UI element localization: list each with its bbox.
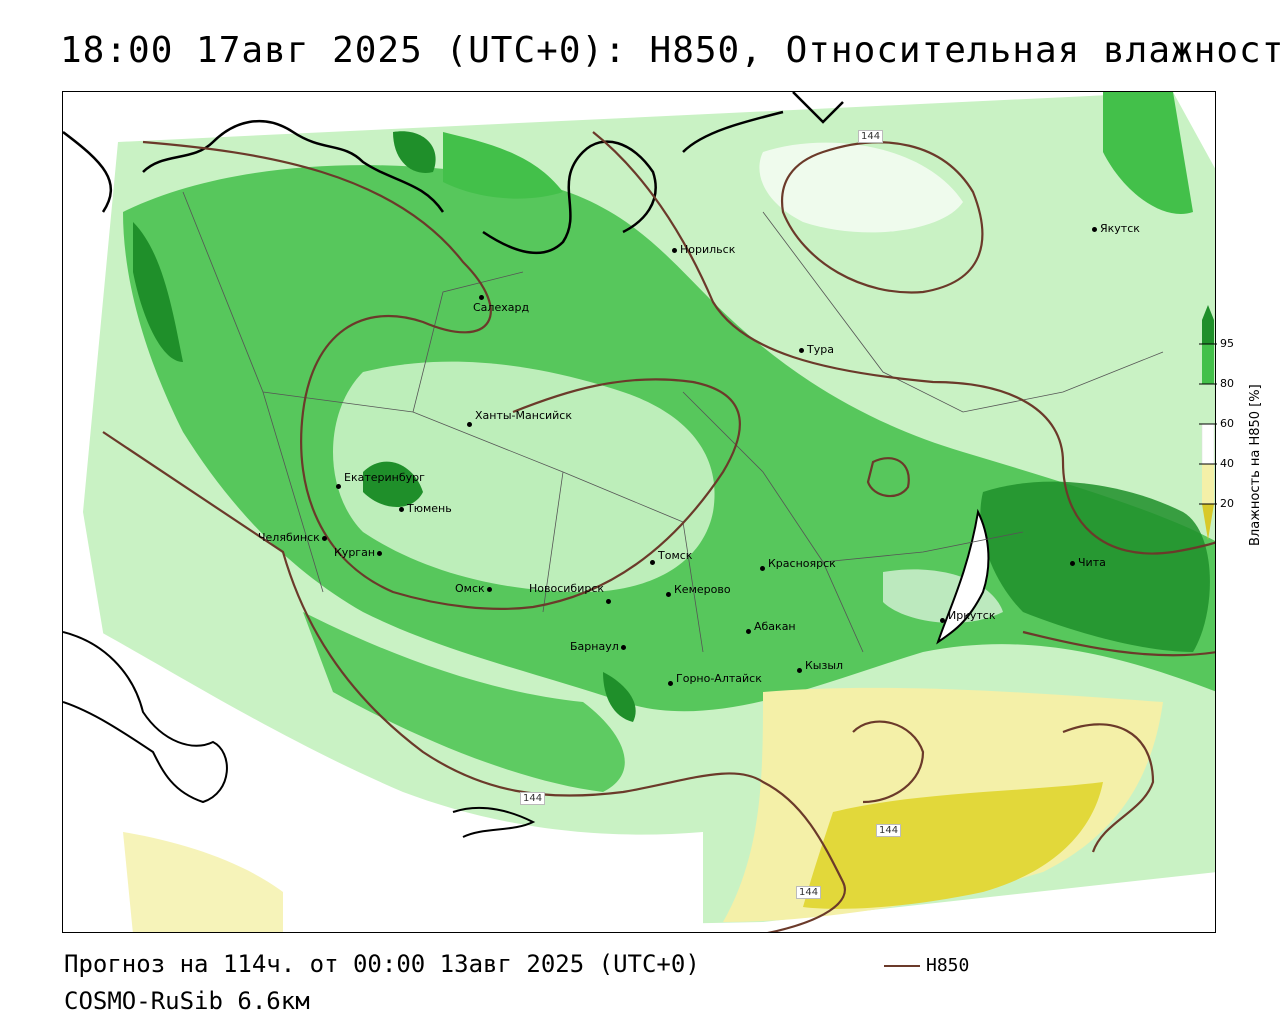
city-label: Абакан xyxy=(746,621,796,636)
humidity-low-band xyxy=(803,782,1103,909)
contour-legend-label: H850 xyxy=(926,955,970,976)
city-label: Норильск xyxy=(672,244,735,255)
h850-contours xyxy=(102,131,1215,932)
city-label: Ханты-Мансийск xyxy=(467,410,572,429)
contour-label: 144 xyxy=(796,886,822,899)
contour-legend-swatch xyxy=(884,964,920,967)
colorbar-tick: 95 xyxy=(1220,337,1234,350)
city-label: Екатеринбург xyxy=(336,472,425,491)
city-label: Томск xyxy=(650,550,692,567)
humidity-colorbar xyxy=(1199,305,1217,540)
colorbar-tick: 60 xyxy=(1220,417,1234,430)
map-area: 144 144 144 144 Норильск Якутск Салехард… xyxy=(62,91,1216,933)
contour-label: 144 xyxy=(858,130,884,143)
forecast-info: Прогноз на 114ч. от 00:00 13авг 2025 (UT… xyxy=(64,950,700,978)
city-label: Омск xyxy=(455,583,495,594)
map-title: 18:00 17авг 2025 (UTC+0): H850, Относите… xyxy=(60,30,1280,71)
city-label: Челябинск xyxy=(258,532,330,543)
city-label: Курган xyxy=(334,547,385,558)
city-label: Чита xyxy=(1070,557,1106,568)
city-label: Тюмень xyxy=(399,503,452,514)
city-label: Тура xyxy=(799,344,834,355)
colorbar-tick: 40 xyxy=(1220,457,1234,470)
city-label: Кемерово xyxy=(666,584,731,599)
contour-legend: H850 xyxy=(884,955,969,976)
humidity-95-band xyxy=(133,222,183,362)
model-info: COSMO-RuSib 6.6км xyxy=(64,987,310,1015)
colorbar-title: Влажность на H850 [%] xyxy=(1248,384,1263,546)
humidity-field xyxy=(63,92,1215,932)
contour-label: 144 xyxy=(520,792,546,805)
contour-label: 144 xyxy=(876,824,902,837)
city-label: Барнаул xyxy=(570,641,629,652)
colorbar-tick: 20 xyxy=(1220,497,1234,510)
city-label: Якутск xyxy=(1092,223,1140,234)
colorbar-tick: 80 xyxy=(1220,377,1234,390)
city-label: Иркутск xyxy=(940,610,995,625)
city-label: Кызыл xyxy=(797,660,843,675)
city-label: Салехард xyxy=(473,291,529,313)
city-label: Новосибирск xyxy=(529,583,614,604)
city-label: Горно-Алтайск xyxy=(668,673,762,688)
city-label: Красноярск xyxy=(760,558,836,573)
